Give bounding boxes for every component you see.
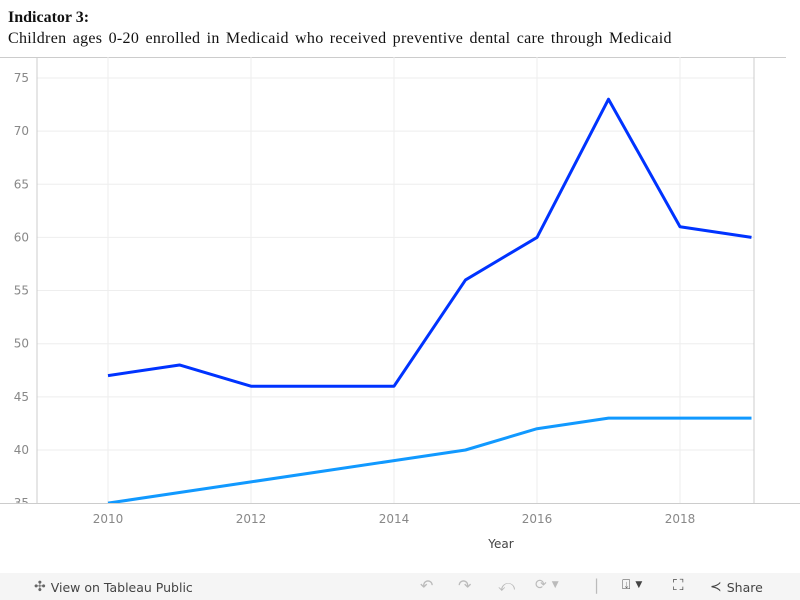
series-line-1 <box>107 97 752 388</box>
undo-button[interactable]: ↶ <box>420 576 433 595</box>
chart-title: Indicator 3: <box>8 9 90 26</box>
chevron-down-icon: ▼ <box>551 580 559 590</box>
revert-icon: ⤺ <box>498 576 516 595</box>
share-button[interactable]: ≺ Share <box>710 579 763 595</box>
undo-icon: ↶ <box>420 576 434 595</box>
revert-button[interactable]: ⤺ <box>498 576 515 596</box>
y-tick-label: 60 <box>14 230 29 244</box>
x-axis-line <box>0 503 800 504</box>
view-on-tableau-button[interactable]: ✣ View on Tableau Public <box>34 579 193 595</box>
tick-mask <box>0 504 36 510</box>
line-chart: 35404550556065707520102012201420162018 Y… <box>0 57 800 551</box>
toolbar-divider: | <box>594 576 600 594</box>
redo-button[interactable]: ↷ <box>458 576 471 595</box>
x-tick-label: 2010 <box>93 512 124 526</box>
y-tick-label: 40 <box>14 443 29 457</box>
y-tick-label: 70 <box>14 124 29 138</box>
x-tick-label: 2018 <box>665 512 696 526</box>
tableau-logo-icon: ✣ <box>34 579 46 595</box>
download-icon: ⍗ <box>622 577 631 593</box>
view-on-tableau-label: View on Tableau Public <box>50 579 193 595</box>
fullscreen-button[interactable]: ⛶ <box>673 576 684 594</box>
fullscreen-icon: ⛶ <box>673 576 684 594</box>
x-tick-label: 2012 <box>236 512 267 526</box>
y-tick-label: 75 <box>14 71 29 85</box>
y-tick-label: 50 <box>14 337 29 351</box>
share-icon: ≺ <box>710 579 722 595</box>
x-tick-label: 2014 <box>379 512 410 526</box>
chart-subtitle: Children ages 0-20 enrolled in Medicaid … <box>8 30 672 47</box>
share-label: Share <box>726 579 763 595</box>
y-tick-label: 45 <box>14 390 29 404</box>
x-axis-label: Year <box>487 537 513 551</box>
series-line-2 <box>107 416 752 503</box>
chevron-down-icon: ▼ <box>635 580 643 590</box>
refresh-button[interactable]: ⟳ ▼ <box>535 577 559 593</box>
x-tick-label: 2016 <box>522 512 553 526</box>
refresh-icon: ⟳ <box>535 577 547 593</box>
redo-icon: ↷ <box>458 576 472 595</box>
y-tick-label: 55 <box>14 284 29 298</box>
toolbar: ✣ View on Tableau Public ↶ ↷ ⤺ ⟳ ▼ | ⍗ ▼ ⛶… <box>0 573 800 600</box>
download-button[interactable]: ⍗ ▼ <box>622 577 642 593</box>
y-tick-label: 65 <box>14 177 29 191</box>
